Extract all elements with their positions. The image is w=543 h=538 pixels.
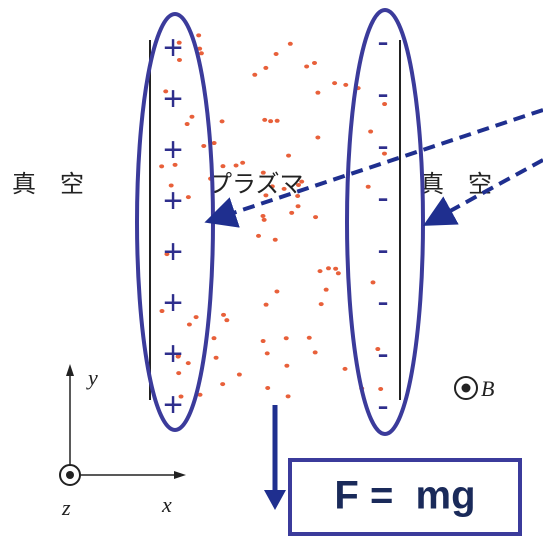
- particle: [186, 195, 191, 199]
- force-arrow-head: [264, 490, 286, 510]
- particle: [260, 214, 265, 218]
- particle: [220, 164, 225, 168]
- particle: [237, 373, 242, 377]
- particle: [224, 318, 229, 322]
- particle: [284, 336, 289, 340]
- particle: [371, 280, 376, 284]
- particle: [274, 52, 279, 56]
- plus-charge: +: [163, 335, 183, 373]
- particle: [220, 382, 225, 386]
- particle: [313, 350, 318, 354]
- particle: [284, 364, 289, 368]
- particle: [274, 290, 279, 294]
- force-label: F = mg: [334, 474, 475, 518]
- b-label: B: [481, 376, 494, 401]
- particle: [275, 119, 280, 123]
- x-label: x: [161, 492, 172, 517]
- particle: [286, 154, 291, 158]
- z-dot: [66, 471, 74, 479]
- minus-charge: -: [377, 335, 388, 373]
- particle: [196, 33, 201, 37]
- plus-charge: +: [163, 386, 183, 424]
- plus-charge: +: [163, 131, 183, 169]
- particle: [263, 66, 268, 70]
- minus-charge: -: [377, 179, 388, 217]
- particle: [201, 144, 206, 148]
- particle: [187, 323, 192, 327]
- particle: [265, 386, 270, 390]
- particle: [315, 91, 320, 95]
- minus-charge: -: [377, 127, 388, 165]
- minus-charge: -: [377, 23, 388, 61]
- particle: [304, 65, 309, 69]
- particle: [185, 122, 190, 126]
- particle: [289, 211, 294, 215]
- y-arrow: [66, 364, 74, 376]
- particle: [312, 61, 317, 65]
- particle: [343, 367, 348, 371]
- particle: [333, 267, 338, 271]
- plus-charge: +: [163, 182, 183, 220]
- particle: [262, 118, 267, 122]
- particle: [296, 204, 301, 208]
- particle: [368, 130, 373, 134]
- diagram: 真 空 プラズマ 真 空 ++++++++-------- F = mg y z…: [0, 0, 543, 538]
- minus-charge: -: [377, 387, 388, 425]
- minus-charge: -: [377, 75, 388, 113]
- particle: [324, 288, 329, 292]
- particle: [186, 361, 191, 365]
- particle: [261, 339, 266, 343]
- particle: [286, 394, 291, 398]
- particle: [273, 238, 278, 242]
- vacuum-left-label: 真 空: [12, 170, 84, 198]
- particle: [220, 119, 225, 123]
- particle: [288, 42, 293, 46]
- particle: [262, 218, 267, 222]
- particle: [252, 73, 257, 77]
- plus-charge: +: [163, 29, 183, 67]
- particle: [268, 119, 273, 123]
- particle: [214, 356, 219, 360]
- particle: [212, 336, 217, 340]
- plus-charge: +: [163, 80, 183, 118]
- particle: [318, 269, 323, 273]
- particle: [336, 271, 341, 275]
- particle: [366, 185, 371, 189]
- particle: [332, 81, 337, 85]
- x-arrow: [174, 471, 186, 479]
- particle: [319, 302, 324, 306]
- plus-charge: +: [163, 284, 183, 322]
- particle: [240, 161, 245, 165]
- particle: [307, 336, 312, 340]
- minus-charge: -: [377, 283, 388, 321]
- particle: [343, 83, 348, 87]
- particle: [264, 303, 269, 307]
- particle: [189, 115, 194, 119]
- particle: [315, 136, 320, 140]
- z-label: z: [61, 495, 71, 520]
- particle: [194, 315, 199, 319]
- particle: [313, 215, 318, 219]
- y-label: y: [86, 365, 98, 390]
- particle: [221, 313, 226, 317]
- vacuum-right-label: 真 空: [420, 170, 492, 198]
- plus-charge: +: [163, 233, 183, 271]
- minus-charge: -: [377, 231, 388, 269]
- particle: [326, 266, 331, 270]
- particle: [265, 351, 270, 355]
- b-dot: [462, 384, 471, 393]
- particle: [256, 234, 261, 238]
- particle: [234, 163, 239, 167]
